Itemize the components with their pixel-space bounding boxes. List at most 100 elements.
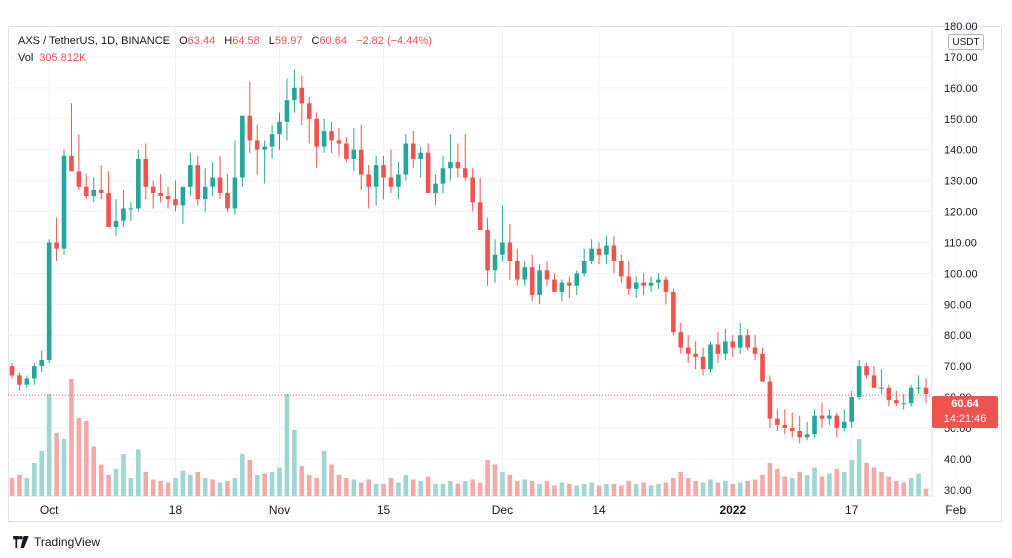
volume-bar <box>217 482 223 496</box>
volume-bar <box>908 478 914 496</box>
volume-bar <box>358 482 364 496</box>
volume-bar <box>269 472 275 496</box>
volume-bar <box>188 475 193 496</box>
volume-bar <box>693 481 698 496</box>
candle-body <box>544 270 550 280</box>
volume-bar <box>633 484 639 496</box>
candle-body <box>648 282 654 286</box>
volume-bar <box>745 481 750 496</box>
candle-body <box>619 261 624 277</box>
candle-body <box>210 177 215 187</box>
volume-bar <box>559 482 565 496</box>
price-tick-label: 100.00 <box>944 268 978 280</box>
volume-bar <box>202 478 208 496</box>
volume-bar <box>455 484 461 496</box>
volume-bar <box>789 478 795 496</box>
volume-bar <box>321 451 327 496</box>
candle-body <box>767 381 773 419</box>
volume-bar <box>529 481 535 496</box>
candle-body <box>812 415 817 435</box>
volume-bar <box>841 472 847 496</box>
volume-bar <box>804 475 810 496</box>
price-tick-label: 80.00 <box>944 330 972 342</box>
symbol-title[interactable]: AXS / TetherUS, 1D, BINANCE <box>18 35 171 47</box>
candle-body <box>492 254 498 271</box>
volume-bar <box>775 469 780 496</box>
candle-body <box>893 400 899 404</box>
candle-body <box>522 267 528 280</box>
chart-frame <box>8 26 1002 522</box>
candle-body <box>789 427 795 432</box>
price-tick-label: 180.00 <box>944 21 978 33</box>
candle-body <box>871 375 877 388</box>
candle-body <box>180 186 186 206</box>
volume-label[interactable]: Vol <box>18 52 34 64</box>
candle-body <box>596 248 602 255</box>
candle-body <box>752 347 758 354</box>
price-tick-label: 40.00 <box>944 454 972 466</box>
candle-body <box>923 387 929 394</box>
volume-bar <box>254 475 260 496</box>
volume-bar <box>173 478 178 496</box>
candle-body <box>269 134 275 147</box>
candle-body <box>314 118 319 147</box>
volume-bar <box>849 460 854 496</box>
volume-bar <box>39 451 45 496</box>
candle-body <box>247 115 253 141</box>
volume-bar <box>388 478 394 496</box>
volume-bar <box>819 476 825 496</box>
volume-bar <box>485 460 490 496</box>
candle-body <box>418 152 424 159</box>
volume-bar <box>381 484 386 496</box>
candle-body <box>500 242 505 255</box>
candle-body <box>46 242 52 360</box>
candle-body <box>455 162 461 169</box>
volume-bar <box>782 476 788 496</box>
candle-body <box>641 282 646 286</box>
volume-bar <box>284 394 290 496</box>
candle-body <box>477 202 483 231</box>
tradingview-brand[interactable]: TradingView <box>12 533 100 551</box>
candle-body <box>849 397 854 422</box>
volume-bar <box>589 482 594 496</box>
candle-body <box>797 431 802 438</box>
candle-body <box>158 192 163 197</box>
candle-body <box>366 174 371 187</box>
volume-bar <box>113 469 119 496</box>
candle-body <box>685 347 691 354</box>
low-value: 59.97 <box>274 35 303 47</box>
candle-body <box>9 366 15 376</box>
candle-body <box>306 103 312 119</box>
close-value: 60.64 <box>319 35 347 47</box>
candle-body <box>730 341 736 348</box>
price-tick-label: 130.00 <box>944 176 978 188</box>
volume-bar <box>277 467 282 496</box>
candle-body <box>514 261 520 280</box>
volume-bar <box>574 485 580 496</box>
candle-body <box>470 177 476 203</box>
candle-body <box>98 189 104 193</box>
volume-bar <box>871 467 877 496</box>
volume-bar <box>299 466 305 496</box>
volume-bar <box>225 481 230 496</box>
candle-body <box>91 189 97 197</box>
volume-bar <box>752 479 758 496</box>
volume-bar <box>507 475 513 496</box>
last-price-badge: 60.64 14:21:46 <box>932 396 998 428</box>
candle-body <box>574 273 580 286</box>
candle-body <box>292 87 297 101</box>
volume-bar <box>128 478 134 496</box>
volume-bar <box>626 481 632 496</box>
volume-bar <box>180 470 186 496</box>
time-tick-label: Feb <box>945 503 966 517</box>
candle-body <box>856 366 862 398</box>
currency-button[interactable]: USDT <box>948 34 984 50</box>
volume-bar <box>351 479 357 496</box>
time-tick-label: 15 <box>377 503 391 517</box>
candle-body <box>529 267 535 296</box>
candle-body <box>834 415 840 428</box>
price-tick-label: 170.00 <box>944 52 978 64</box>
candle-body <box>106 192 111 227</box>
candle-body <box>31 366 37 379</box>
